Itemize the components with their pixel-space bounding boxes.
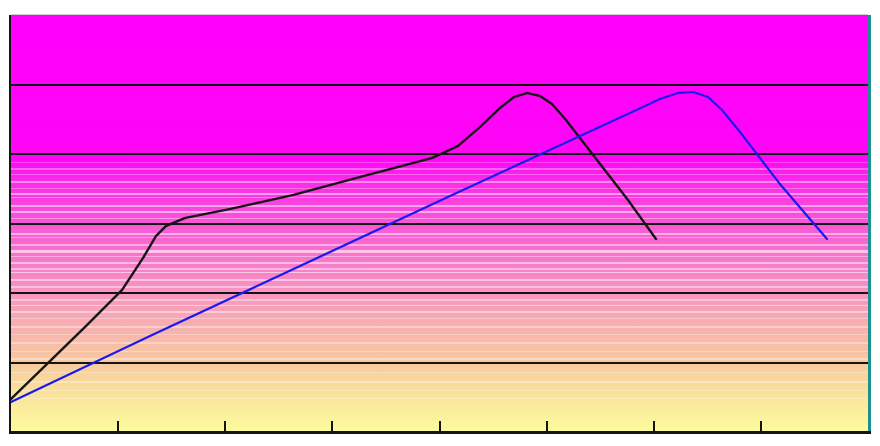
plot-border-left: [9, 15, 11, 433]
blue-curve: [9, 90, 829, 404]
plot-border-top: [11, 14, 868, 15]
plot-border-right: [868, 15, 871, 432]
x-axis-line: [9, 431, 871, 434]
black-curve: [9, 91, 658, 401]
